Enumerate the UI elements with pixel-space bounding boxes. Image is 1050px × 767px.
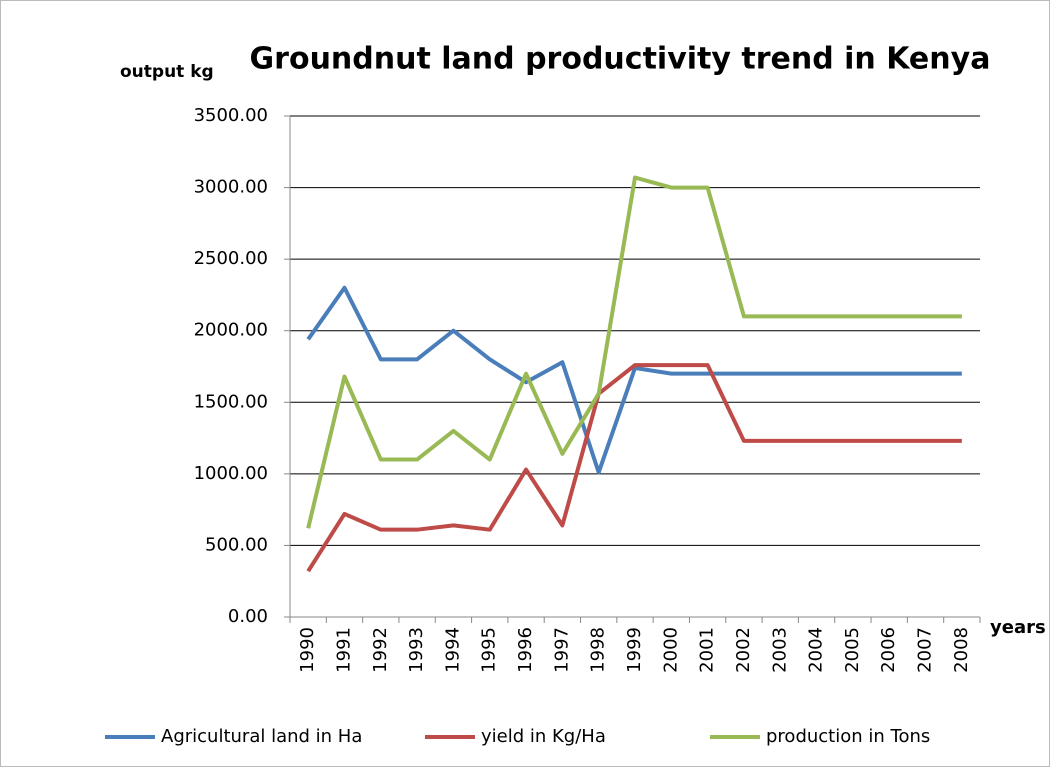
x-tick-label: 2005 bbox=[842, 627, 863, 673]
legend-label: production in Tons bbox=[766, 726, 930, 747]
y-axis-label: output kg bbox=[120, 62, 214, 82]
series-line bbox=[306, 285, 962, 475]
legend-label: Agricultural land in Ha bbox=[161, 726, 362, 747]
x-tick-label: 1997 bbox=[551, 627, 572, 673]
x-tick-label: 2001 bbox=[697, 627, 718, 673]
series-line bbox=[306, 363, 962, 573]
chart-title: Groundnut land productivity trend in Ken… bbox=[250, 42, 991, 77]
x-tick-label: 2006 bbox=[878, 627, 899, 673]
x-tick-label: 1995 bbox=[479, 627, 500, 673]
x-tick-label: 2003 bbox=[769, 627, 790, 673]
y-tick-label: 1500.00 bbox=[194, 391, 268, 412]
x-tick-label: 2002 bbox=[733, 627, 754, 673]
y-tick-label: 500.00 bbox=[205, 534, 268, 555]
x-tick-label: 2004 bbox=[806, 627, 827, 673]
x-tick-label: 1992 bbox=[370, 627, 391, 673]
x-axis-label: years bbox=[990, 617, 1046, 638]
series-line bbox=[306, 175, 962, 529]
y-tick-label: 1000.00 bbox=[194, 463, 268, 484]
x-tick-label: 1993 bbox=[406, 627, 427, 673]
x-tick-label: 1999 bbox=[624, 627, 645, 673]
y-tick-label: 2000.00 bbox=[194, 320, 268, 341]
x-tick-label: 1990 bbox=[297, 627, 318, 673]
x-tick-label: 1994 bbox=[442, 627, 463, 673]
y-tick-label: 2500.00 bbox=[194, 248, 268, 269]
y-tick-label: 3000.00 bbox=[194, 177, 268, 198]
x-tick-label: 1998 bbox=[588, 627, 609, 673]
x-tick-label: 2008 bbox=[951, 627, 972, 673]
x-tick-label: 1991 bbox=[333, 627, 354, 673]
y-tick-label: 3500.00 bbox=[194, 105, 268, 126]
x-tick-label: 1996 bbox=[515, 627, 536, 673]
x-tick-label: 2000 bbox=[660, 627, 681, 673]
y-tick-label: 0.00 bbox=[228, 606, 268, 627]
x-tick-label: 2007 bbox=[915, 627, 936, 673]
legend-label: yield in Kg/Ha bbox=[481, 726, 606, 747]
